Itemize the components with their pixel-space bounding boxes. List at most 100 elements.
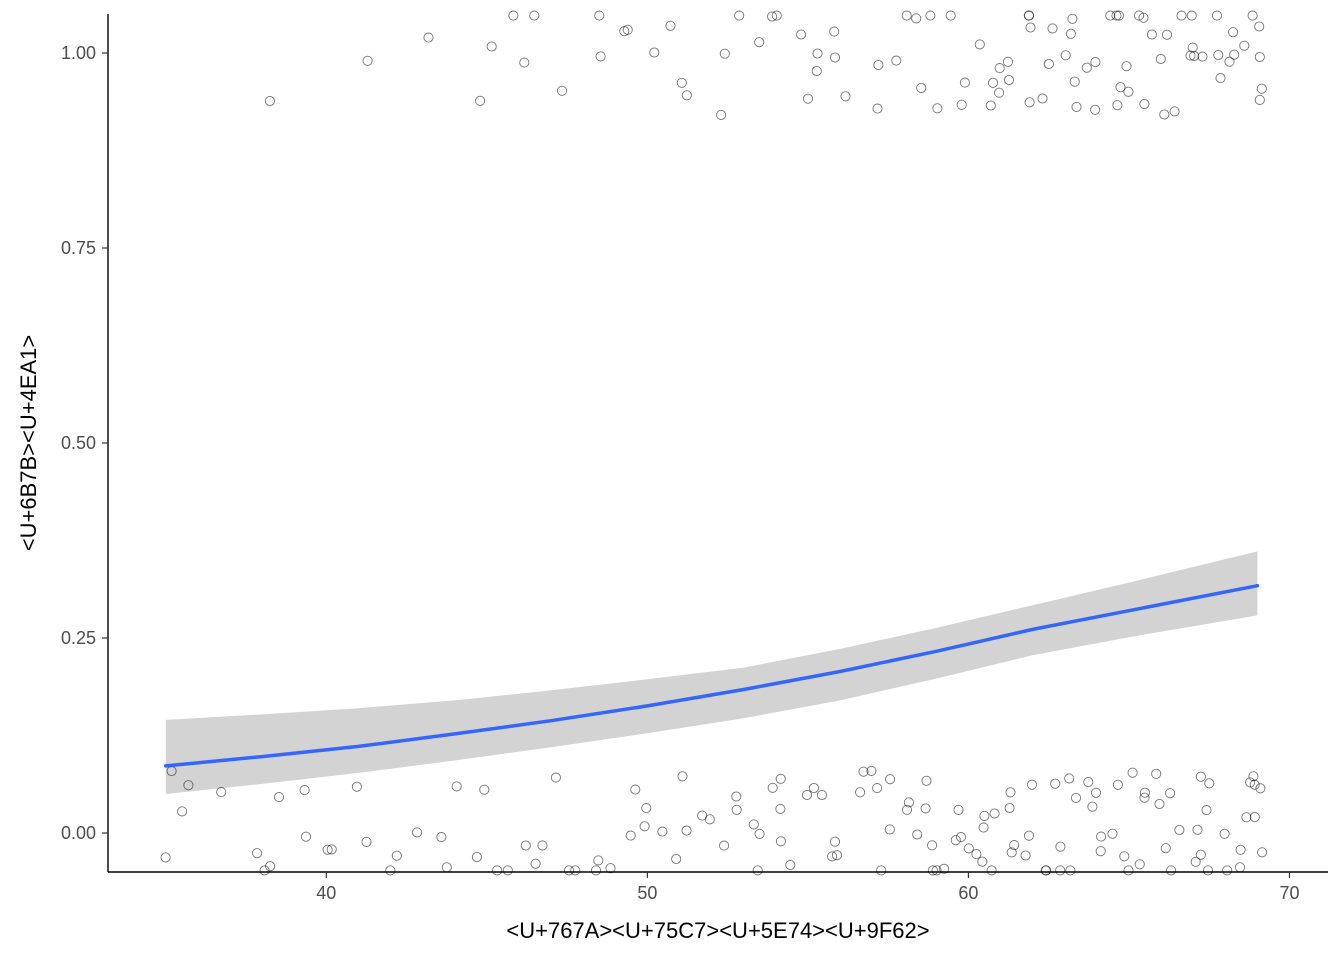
data-point-outcome-0 (808, 782, 819, 794)
data-point-outcome-1 (1224, 56, 1235, 67)
data-point-outcome-0 (1055, 841, 1066, 852)
data-point-outcome-0 (1190, 856, 1201, 867)
data-point-outcome-0 (955, 832, 967, 843)
data-point-outcome-1 (1213, 49, 1224, 61)
data-point-outcome-1 (1133, 10, 1145, 21)
data-point-outcome-0 (1195, 771, 1206, 782)
data-point-outcome-0 (1255, 783, 1266, 794)
data-point-outcome-1 (754, 37, 765, 48)
data-point-outcome-0 (1095, 846, 1106, 857)
data-point-outcome-0 (767, 782, 778, 793)
data-point-outcome-0 (1041, 865, 1052, 876)
data-point-outcome-0 (858, 766, 869, 777)
data-point-outcome-0 (1257, 847, 1268, 858)
data-point-outcome-1 (1189, 50, 1200, 62)
data-point-outcome-1 (665, 20, 676, 31)
y-tick-label: 0.50 (61, 433, 96, 453)
data-point-outcome-1 (1254, 21, 1265, 32)
data-point-outcome-0 (855, 787, 866, 798)
data-point-outcome-0 (921, 775, 932, 786)
data-point-outcome-0 (979, 810, 990, 821)
data-point-outcome-1 (1139, 98, 1150, 110)
data-point-outcome-0 (775, 836, 786, 847)
data-point-outcome-0 (681, 825, 692, 836)
data-point-outcome-1 (985, 100, 996, 111)
data-point-outcome-0 (1123, 865, 1134, 876)
data-point-outcome-0 (1064, 773, 1075, 784)
fit-line-layer (164, 583, 1260, 768)
data-point-outcome-1 (891, 55, 902, 66)
confidence-band-layer (165, 551, 1258, 794)
data-point-outcome-1 (622, 24, 633, 35)
data-point-outcome-1 (1215, 73, 1226, 84)
x-tick-label: 60 (958, 883, 978, 903)
data-point-outcome-1 (1023, 10, 1034, 21)
data-point-outcome-0 (1090, 787, 1102, 798)
data-point-outcome-0 (1083, 776, 1094, 788)
data-point-outcome-0 (216, 787, 227, 798)
confidence-band (165, 551, 1258, 794)
data-point-outcome-0 (1119, 851, 1130, 862)
data-point-outcome-1 (1105, 10, 1116, 21)
data-point-outcome-0 (1020, 850, 1031, 861)
data-point-outcome-1 (486, 41, 497, 52)
data-point-outcome-1 (767, 11, 778, 22)
data-point-outcome-0 (391, 850, 402, 861)
data-point-outcome-0 (1107, 828, 1118, 839)
data-point-outcome-0 (816, 789, 828, 801)
data-point-outcome-1 (719, 48, 730, 59)
y-axis-ticks: 0.00 0.25 0.50 0.75 1.00 (61, 43, 108, 843)
data-point-outcome-0 (1006, 847, 1017, 858)
data-point-outcome-0 (252, 848, 263, 859)
data-point-outcome-1 (1003, 74, 1015, 86)
data-point-outcome-0 (590, 865, 602, 876)
data-point-outcome-0 (953, 804, 964, 815)
data-point-outcome-0 (412, 827, 423, 838)
data-point-outcome-1 (1159, 109, 1170, 120)
data-point-outcome-1 (264, 95, 275, 107)
x-tick-label: 70 (1279, 883, 1299, 903)
data-point-outcome-1 (556, 85, 568, 96)
data-point-outcome-1 (1002, 56, 1014, 67)
data-point-outcome-1 (676, 77, 687, 88)
data-point-outcome-0 (977, 856, 988, 867)
data-point-outcome-0 (1195, 849, 1206, 860)
data-point-outcome-1 (475, 95, 486, 106)
data-point-outcome-0 (829, 836, 841, 847)
data-point-outcome-1 (1211, 10, 1223, 21)
data-point-outcome-0 (1160, 843, 1171, 854)
data-point-outcome-0 (731, 791, 742, 802)
data-point-outcome-0 (300, 831, 312, 842)
data-point-outcome-0 (273, 792, 285, 803)
data-point-outcome-0 (1234, 862, 1246, 873)
data-point-outcome-1 (811, 65, 822, 77)
data-point-outcome-0 (351, 781, 362, 792)
data-point-outcome-0 (639, 821, 650, 832)
data-point-outcome-0 (326, 844, 337, 855)
data-point-outcome-1 (1197, 51, 1208, 62)
data-point-outcome-0 (471, 851, 482, 863)
data-point-outcome-1 (1254, 51, 1265, 63)
data-point-outcome-1 (932, 103, 943, 114)
data-point-outcome-1 (829, 52, 841, 63)
data-point-outcome-1 (873, 59, 884, 71)
data-point-outcome-0 (1009, 840, 1020, 851)
data-point-outcome-1 (1256, 83, 1267, 94)
data-point-outcome-0 (920, 803, 931, 814)
data-point-outcome-1 (1037, 93, 1048, 104)
data-point-outcome-0 (1248, 771, 1259, 782)
data-point-outcome-0 (1070, 792, 1082, 803)
data-point-outcome-1 (1161, 29, 1173, 40)
data-point-outcome-0 (361, 836, 372, 847)
data-point-outcome-1 (987, 77, 999, 88)
fit-line (164, 583, 1260, 768)
data-point-outcome-1 (945, 10, 956, 21)
data-point-outcome-1 (423, 32, 434, 43)
data-point-outcome-1 (1254, 94, 1265, 105)
data-point-outcome-1 (916, 82, 927, 93)
data-point-outcome-0 (530, 858, 541, 869)
data-point-outcome-1 (1228, 27, 1239, 38)
data-point-outcome-1 (1121, 61, 1132, 72)
data-point-outcome-0 (785, 859, 796, 871)
data-point-outcome-0 (550, 772, 561, 783)
